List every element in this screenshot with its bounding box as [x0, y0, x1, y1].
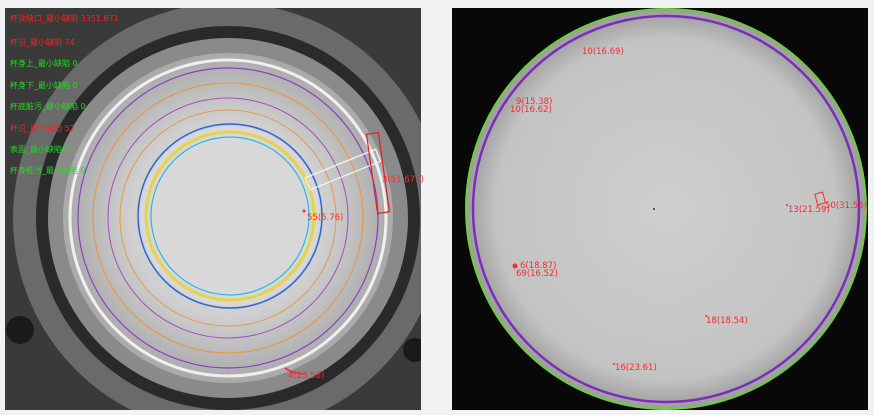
defect-box [814, 191, 827, 206]
defect-label: 18(18.54) [706, 316, 748, 326]
defect-label: 6(18.87) [520, 261, 556, 271]
right-camera-image [452, 8, 868, 410]
status-line: 杯底脏污_最小缺陷 0 [10, 101, 86, 111]
defect-label: 69(16.52) [516, 269, 558, 279]
status-line: 杯沿_最小缺陷 74 [10, 37, 75, 47]
left-camera-image [5, 8, 421, 410]
defect-label: 13(21.59) [788, 205, 830, 215]
defect-box [365, 131, 391, 215]
defect-label: 3(51.671) [382, 175, 424, 185]
status-line: 杯身下_最小缺陷 0 [10, 80, 78, 90]
status-lines: 杯顶缺口_最小缺陷 3351.671 杯沿_最小缺陷 74 杯身上_最小缺陷 0… [10, 13, 119, 175]
defect-label: 10(16.62) [510, 105, 552, 115]
defect-label: 10(16.69) [582, 47, 624, 57]
defect-label: 55(5.76) [307, 213, 343, 223]
status-line: 表面_最小缺陷 0 [10, 144, 70, 154]
defect-label: 4(23.58) [288, 371, 324, 381]
roi-box [304, 148, 382, 191]
defect-label: 9(15.38) [516, 97, 552, 107]
status-line: 杯身脏污_最小缺陷 0 [10, 165, 86, 175]
status-line: 杯沿_最小缺陷 57 [10, 123, 75, 133]
defect-label: 16(23.61) [615, 363, 657, 373]
status-line: 杯顶缺口_最小缺陷 3351.671 [10, 13, 119, 23]
defect-label: 50(31.53) [825, 201, 867, 211]
status-line: 杯身上_最小缺陷 0 [10, 58, 78, 68]
